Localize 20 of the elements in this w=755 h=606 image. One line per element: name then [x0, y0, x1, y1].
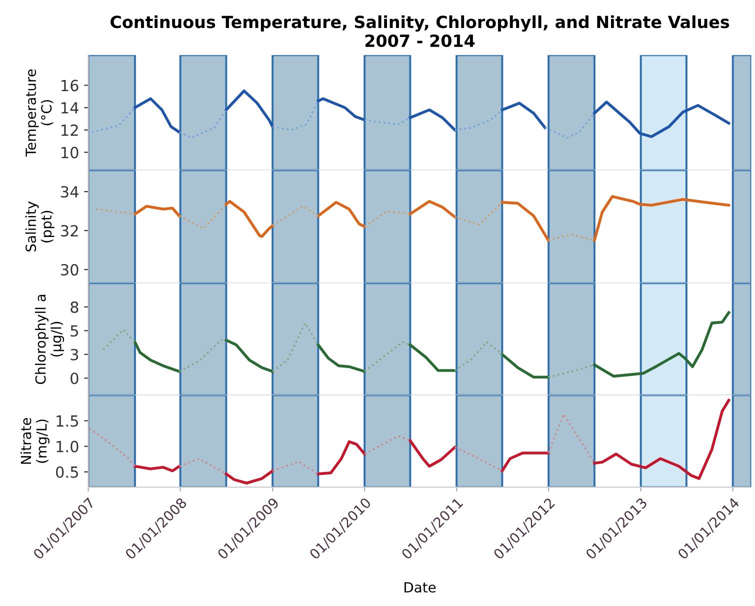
y-tick-label: 0.5 [56, 466, 78, 478]
y-tick-label: 3 [70, 348, 78, 360]
chart-title: Continuous Temperature, Salinity, Chlorophyll, and Nitrate Values 2007 - 2014 [110, 15, 730, 48]
y-tick-label: 16 [62, 80, 78, 92]
y-tick-label: 1.5 [56, 415, 78, 427]
y-axis-title: Nitrate (mg/L) [20, 418, 50, 464]
y-tick-label: 8 [70, 301, 78, 313]
y-axis-title: Temperature (°C) [26, 69, 54, 157]
y-tick-label: 1.0 [56, 440, 78, 452]
x-axis-title: Date [404, 582, 436, 593]
y-tick-label: 30 [61, 264, 78, 276]
y-axis-title: Chlorophyll a (µg/l) [35, 294, 64, 384]
y-tick-label: 10 [62, 146, 78, 158]
y-tick-label: 14 [62, 102, 78, 114]
y-tick-label: 0 [70, 372, 78, 384]
y-tick-label: 32 [61, 225, 78, 237]
y-tick-label: 12 [62, 124, 78, 136]
y-axis-title: Salinity (ppt) [25, 201, 54, 252]
y-tick-label: 34 [61, 186, 78, 198]
y-tick-label: 5 [70, 325, 78, 337]
